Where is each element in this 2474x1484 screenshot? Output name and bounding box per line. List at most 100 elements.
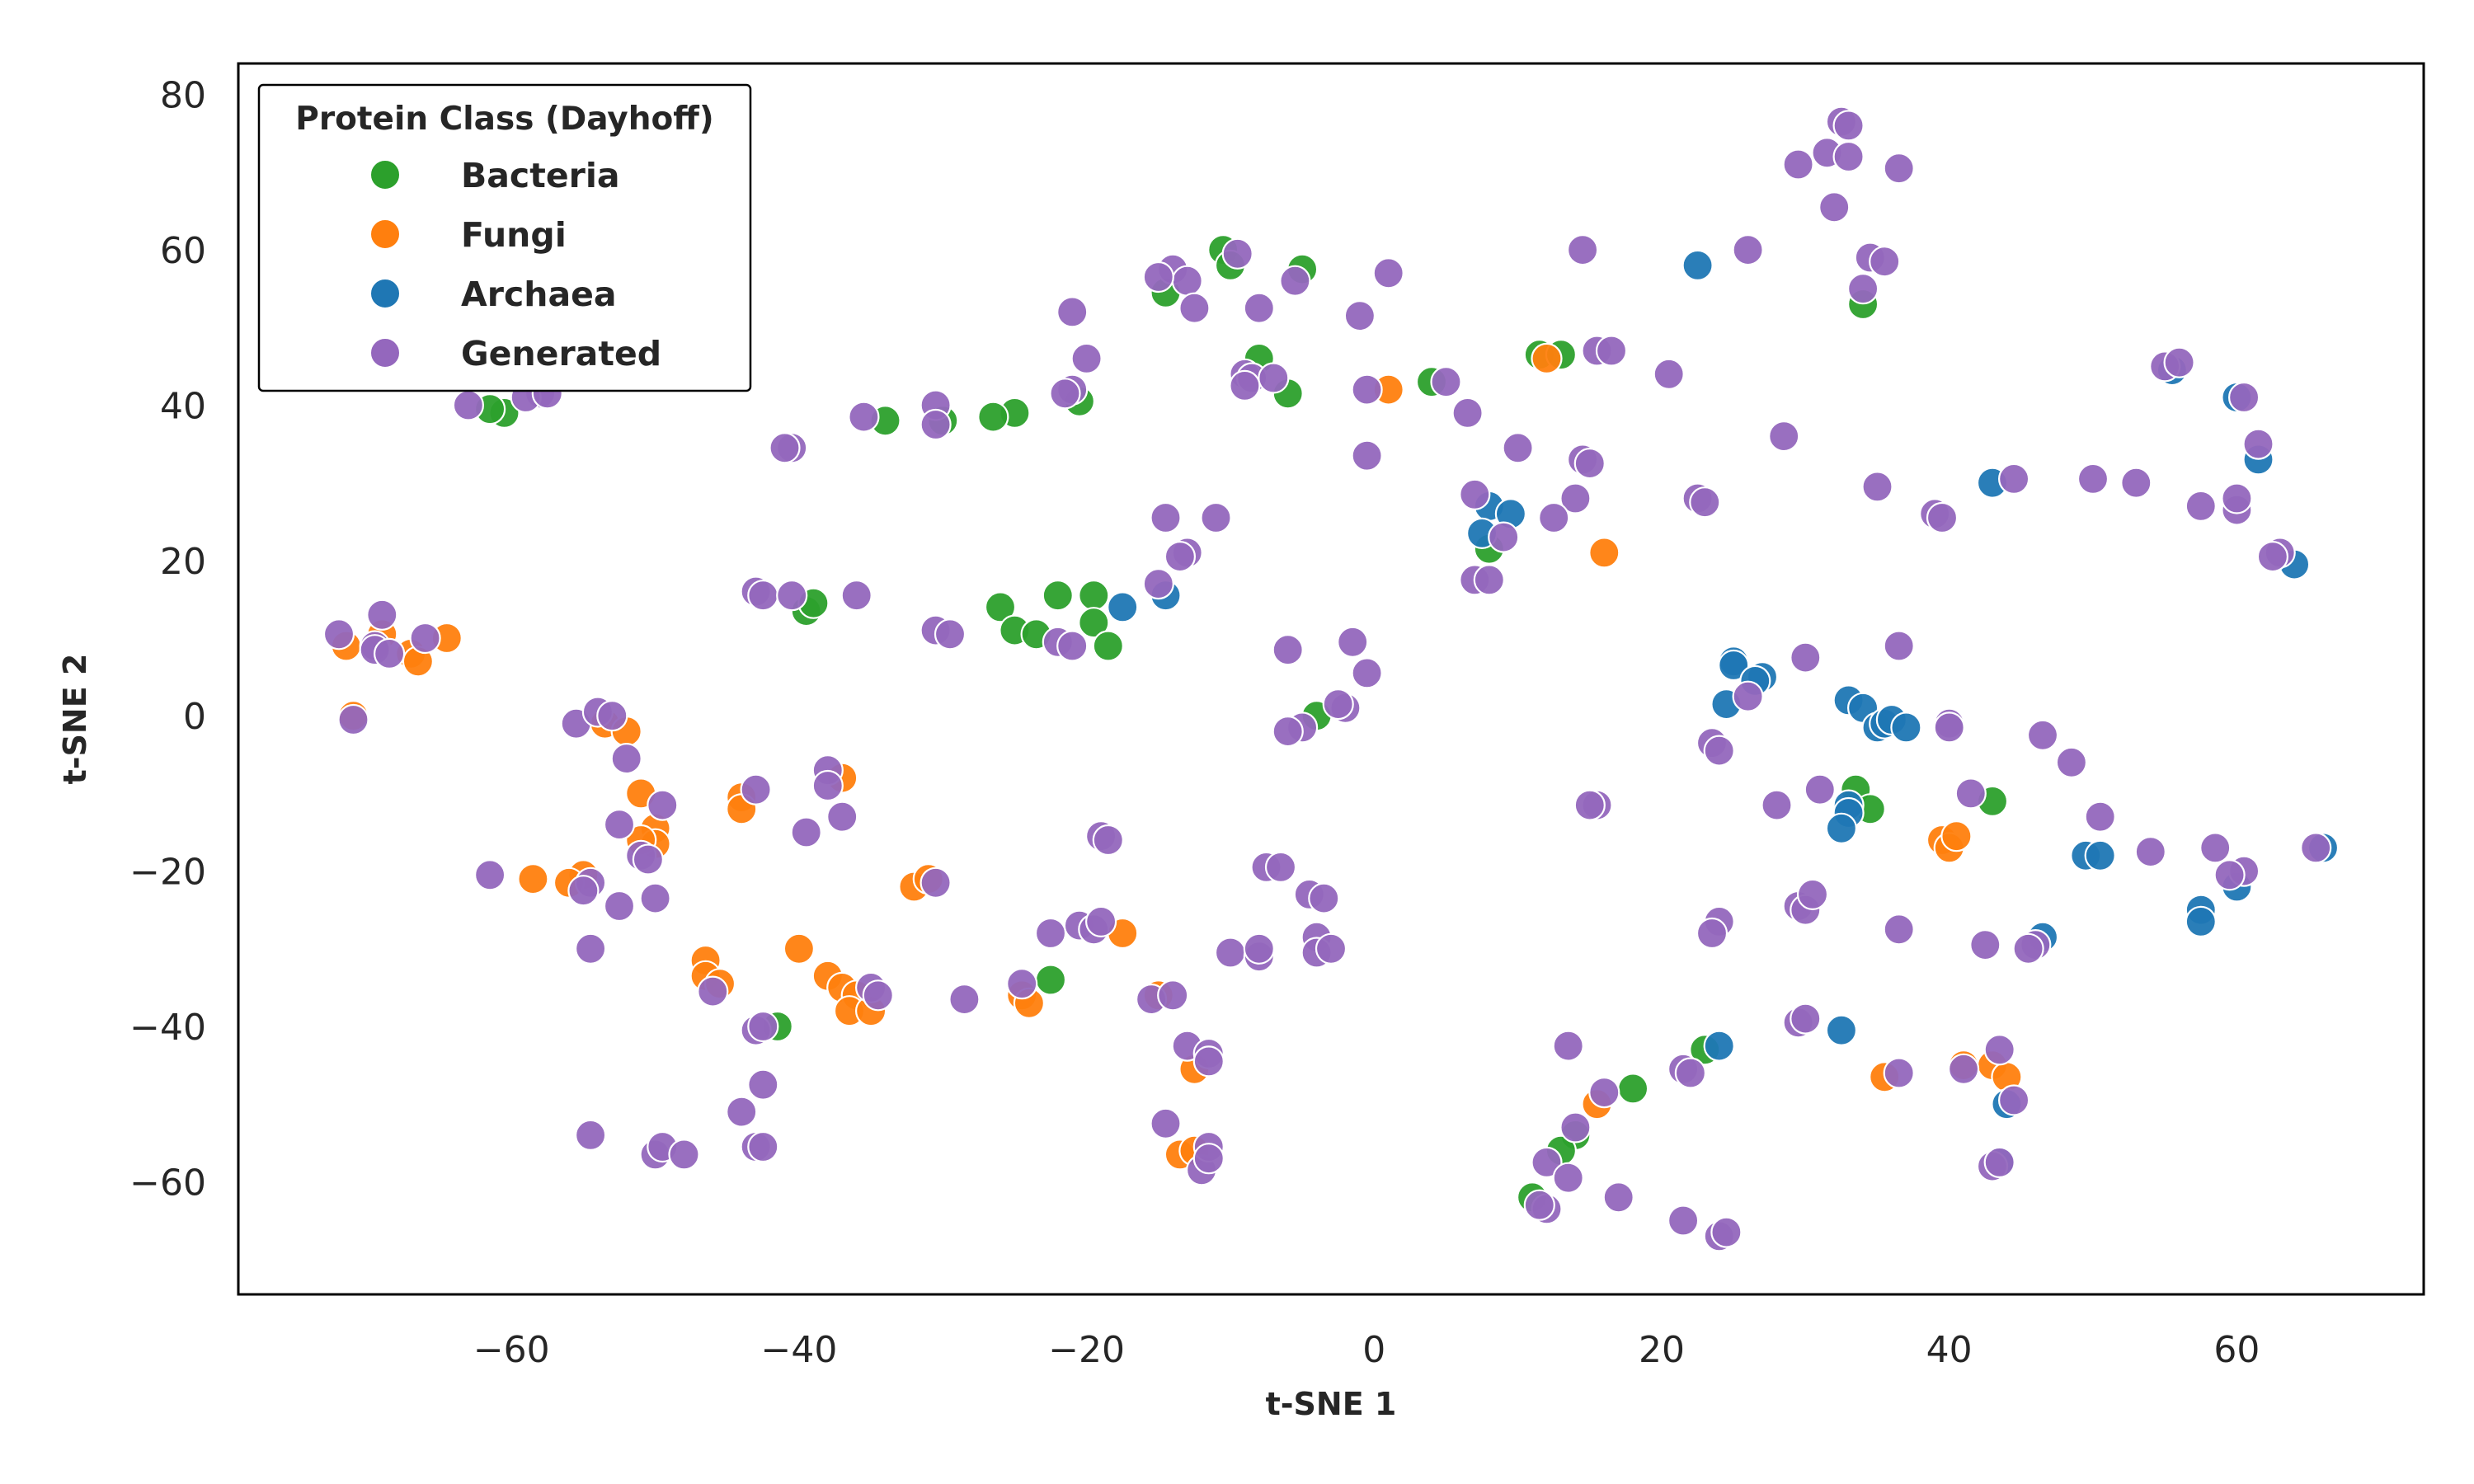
data-point-generated <box>1552 1162 1584 1194</box>
data-point-generated <box>1790 1003 1822 1035</box>
data-point-generated <box>1538 501 1570 534</box>
data-point-generated <box>697 975 729 1007</box>
data-point-fungi <box>517 862 549 895</box>
data-point-generated <box>1768 420 1800 453</box>
data-point-generated <box>632 843 665 876</box>
data-point-generated <box>1272 634 1304 666</box>
data-point-generated <box>848 401 880 433</box>
data-point-generated <box>1948 1053 1980 1085</box>
data-point-generated <box>1969 928 2001 961</box>
data-point-generated <box>610 742 642 775</box>
data-point-generated <box>1264 851 1297 884</box>
data-point-fungi <box>1588 537 1620 569</box>
data-point-generated <box>1243 292 1275 324</box>
data-point-generated <box>2026 719 2059 751</box>
data-point-generated <box>2228 381 2260 414</box>
data-point-fungi <box>1940 820 1973 852</box>
data-point-generated <box>1847 273 1879 305</box>
data-point-generated <box>1034 917 1067 950</box>
data-point-archaea <box>1681 249 1714 281</box>
x-axis-label: t-SNE 1 <box>1266 1386 1397 1422</box>
y-tick-label: −40 <box>129 1007 206 1049</box>
data-point-generated <box>1142 261 1174 294</box>
data-point-generated <box>1869 246 1901 278</box>
data-point-generated <box>2185 490 2217 523</box>
data-point-bacteria <box>1034 964 1067 996</box>
data-points <box>322 106 2340 1252</box>
data-point-generated <box>1796 878 1829 911</box>
data-point-generated <box>1818 191 1851 223</box>
data-point-generated <box>574 932 607 965</box>
data-point-generated <box>1229 369 1261 402</box>
data-point-generated <box>2077 463 2109 495</box>
data-point-generated <box>1832 110 1865 142</box>
legend-marker-fungi <box>369 218 401 250</box>
data-point-generated <box>2221 482 2253 514</box>
data-point-generated <box>747 1068 779 1101</box>
data-point-generated <box>747 1010 779 1043</box>
data-point-generated <box>2163 346 2195 378</box>
data-point-generated <box>1451 397 1484 429</box>
data-point-generated <box>2256 540 2288 573</box>
data-point-generated <box>2084 801 2116 833</box>
y-axis-ticks: −60 −40 −20 0 20 40 60 80 <box>129 75 206 1205</box>
data-point-generated <box>1171 265 1203 297</box>
y-tick-label: 20 <box>160 541 206 583</box>
data-point-generated <box>1372 257 1404 289</box>
data-point-generated <box>1164 540 1197 573</box>
data-point-generated <box>1150 1107 1182 1139</box>
data-point-generated <box>1192 1045 1225 1078</box>
data-point-generated <box>1214 937 1247 969</box>
legend-marker-generated <box>369 337 401 369</box>
data-point-generated <box>1337 626 1369 658</box>
data-point-generated <box>1552 1030 1584 1062</box>
plot-frame <box>237 62 2425 1296</box>
data-point-generated <box>2199 832 2232 864</box>
data-point-generated <box>1502 432 1534 464</box>
y-tick-label: 60 <box>160 230 206 272</box>
legend-label-generated: Generated <box>461 334 661 373</box>
data-point-generated <box>1308 882 1340 914</box>
legend-label-archaea: Archaea <box>461 275 617 314</box>
data-point-fungi <box>1531 342 1563 374</box>
data-point-archaea <box>1718 649 1750 682</box>
data-point-generated <box>1703 735 1735 767</box>
legend-title: Protein Class (Dayhoff) <box>295 101 713 138</box>
data-point-generated <box>2134 835 2166 868</box>
data-point-generated <box>1473 564 1505 596</box>
data-point-generated <box>1070 342 1103 374</box>
x-tick-label: −20 <box>1048 1329 1125 1371</box>
data-point-generated <box>1883 630 1915 662</box>
data-point-bacteria <box>1092 630 1124 662</box>
x-tick-label: 60 <box>2213 1329 2260 1371</box>
data-point-generated <box>1221 237 1253 270</box>
legend-entry-archaea: Archaea <box>369 275 617 314</box>
legend-entry-fungi: Fungi <box>369 215 567 255</box>
data-point-generated <box>1832 140 1865 173</box>
data-point-generated <box>1573 789 1606 821</box>
data-point-generated <box>1258 362 1290 394</box>
data-point-generated <box>639 882 671 914</box>
data-point-generated <box>647 789 679 821</box>
y-tick-label: −60 <box>129 1162 206 1204</box>
data-point-generated <box>1351 373 1383 406</box>
data-point-archaea <box>1703 1030 1735 1062</box>
data-point-generated <box>769 432 801 464</box>
series-generated <box>322 106 2332 1252</box>
data-point-generated <box>811 769 844 802</box>
data-point-generated <box>1322 688 1354 721</box>
data-point-generated <box>1689 486 1721 519</box>
data-point-bacteria <box>1042 580 1074 612</box>
data-point-generated <box>452 389 485 421</box>
data-point-generated <box>1804 773 1836 805</box>
legend-marker-bacteria <box>369 159 401 190</box>
data-point-generated <box>1667 1205 1700 1237</box>
data-point-generated <box>1883 153 1915 185</box>
data-point-generated <box>1998 1084 2030 1116</box>
data-point-generated <box>1588 1076 1620 1109</box>
data-point-generated <box>668 1139 700 1171</box>
data-point-generated <box>2012 932 2044 965</box>
data-point-generated <box>1488 521 1520 553</box>
data-point-archaea <box>2185 905 2217 938</box>
data-point-generated <box>1790 641 1822 674</box>
